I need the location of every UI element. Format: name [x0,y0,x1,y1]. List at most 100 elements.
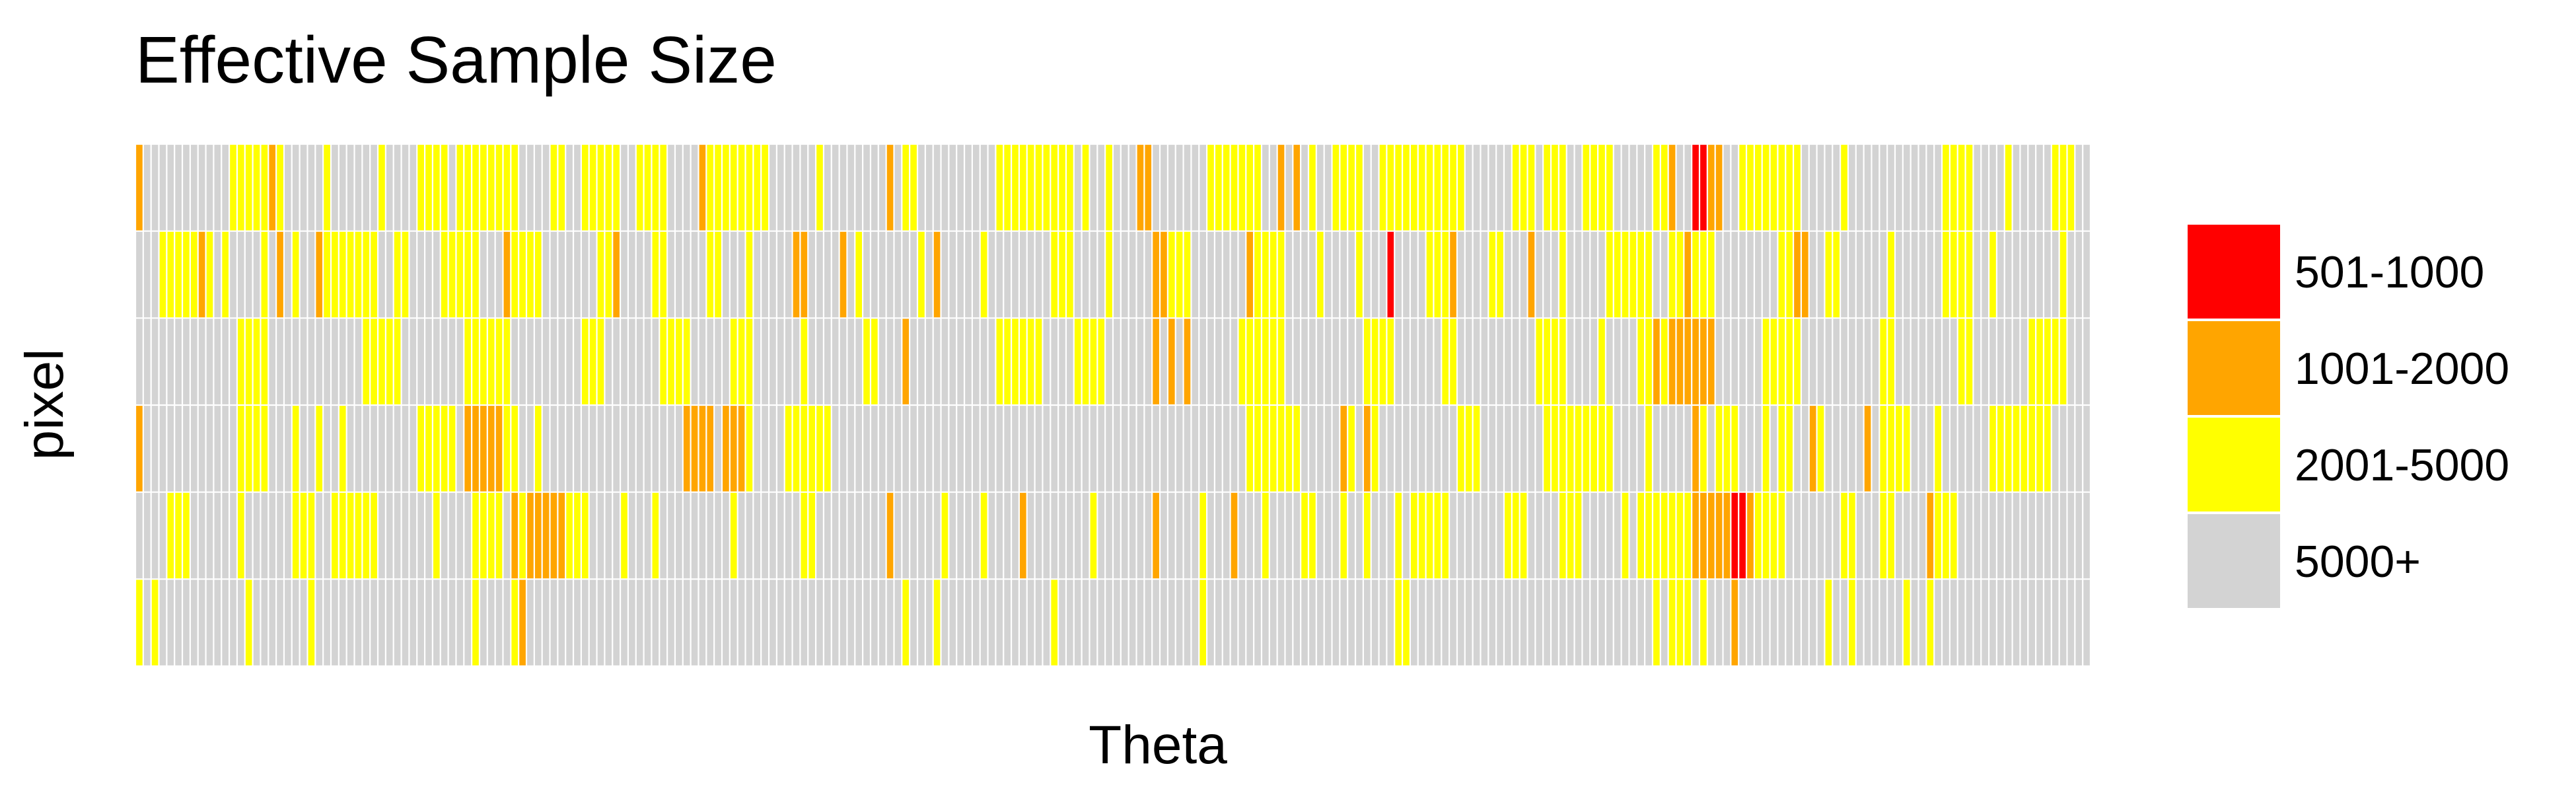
tile-run-pixel6-28 [1707,579,1731,666]
tile-run-pixel3-13 [800,318,808,405]
tile-run-pixel1-20 [698,144,707,231]
tile-run-pixel6-31 [1824,579,1833,666]
tile-run-pixel2-61 [1449,231,1458,319]
tile-run-pixel4-42 [1738,405,1763,492]
tile-run-pixel4-18 [714,405,723,492]
tile-run-pixel4-28 [1355,405,1364,492]
tile-run-pixel1-40 [1285,144,1293,231]
tile-run-pixel5-22 [729,492,738,580]
tile-run-pixel4-12 [464,405,503,492]
legend: 501-1000 1001-2000 2001-5000 5000+ [2188,225,2509,608]
tile-run-pixel5-15 [526,492,566,580]
tile-run-pixel5-41 [1238,492,1262,580]
tile-run-pixel1-51 [1543,144,1567,231]
tile-run-pixel2-57 [1363,231,1387,319]
tile-run-pixel3-18 [910,318,996,405]
tile-run-pixel6-10 [511,579,519,666]
tile-run-pixel2-37 [863,231,918,319]
tile-run-pixel4-40 [1707,405,1716,492]
tile-run-pixel5-39 [1207,492,1231,580]
tile-run-pixel2-58 [1386,231,1395,319]
tile-run-pixel3-8 [604,318,660,405]
tile-run-pixel5-56 [1558,492,1583,580]
tile-run-pixel5-1 [166,492,191,580]
tile-run-pixel2-9 [276,231,285,319]
tile-run-pixel2-87 [2067,231,2091,319]
tile-run-pixel6-37 [1926,579,1935,666]
tile-run-pixel2-2 [197,231,206,319]
tile-run-pixel5-50 [1394,492,1403,580]
tile-run-pixel2-36 [855,231,863,319]
tile-run-pixel2-49 [1167,231,1192,319]
tile-run-pixel1-33 [1105,144,1114,231]
tile-run-pixel2-46 [1105,231,1114,319]
tile-run-pixel2-20 [503,231,511,319]
tile-run-pixel1-3 [268,144,277,231]
tile-run-pixel5-36 [1152,492,1161,580]
tile-run-pixel5-9 [432,492,441,580]
tile-run-pixel3-17 [902,318,910,405]
tile-run-pixel5-16 [565,492,590,580]
x-axis-label: Theta [1089,715,1227,775]
tile-run-pixel2-22 [542,231,597,319]
tile-run-pixel4-3 [268,405,293,492]
tile-borders [134,143,2092,667]
tile-run-pixel3-11 [729,318,754,405]
tile-run-pixel2-67 [1558,231,1567,319]
tile-run-pixel6-0 [135,579,144,666]
tile-run-pixel1-69 [2051,144,2075,231]
tile-run-pixel5-40 [1230,492,1238,580]
tile-run-pixel2-5 [221,231,230,319]
tile-run-pixel5-20 [651,492,660,580]
tile-run-pixel1-43 [1308,144,1317,231]
tile-run-pixel4-9 [346,405,417,492]
tile-run-pixel2-68 [1566,231,1606,319]
tile-run-pixel2-11 [291,231,301,319]
legend-label-2: 2001-5000 [2295,440,2509,490]
tile-run-pixel2-19 [479,231,503,319]
tile-run-pixel6-19 [1199,579,1207,666]
tile-run-pixel3-49 [1973,318,2028,405]
tile-run-pixel4-10 [417,405,456,492]
tile-run-pixel1-62 [1801,144,1841,231]
tile-run-pixel5-30 [980,492,988,580]
tile-run-pixel4-51 [1871,405,1880,492]
tile-run-pixel1-11 [448,144,456,231]
tile-run-pixel6-30 [1738,579,1825,666]
tile-run-pixel6-33 [1847,579,1857,666]
tile-run-pixel1-37 [1207,144,1262,231]
tile-run-pixel5-48 [1363,492,1372,580]
tile-run-pixel6-23 [1652,579,1661,666]
tile-run-pixel6-29 [1731,579,1739,666]
tile-run-pixel4-0 [135,405,144,492]
tile-run-pixel3-51 [2067,318,2091,405]
tile-run-pixel5-57 [1582,492,1622,580]
tile-run-pixel2-80 [1887,231,1896,319]
tile-run-pixel3-24 [1160,318,1168,405]
tile-run-pixel2-72 [1684,231,1692,319]
tile-run-pixel2-40 [933,231,941,319]
tile-run-pixel4-19 [722,405,746,492]
tile-run-pixel3-27 [1183,318,1192,405]
tile-run-pixel4-23 [831,405,1246,492]
tile-run-pixel2-66 [1535,231,1559,319]
tile-run-pixel1-49 [1511,144,1536,231]
tile-run-pixel5-53 [1449,492,1505,580]
tile-run-pixel5-12 [503,492,511,580]
tile-run-pixel6-13 [902,579,910,666]
tile-run-pixel5-35 [1097,492,1153,580]
tile-run-pixel2-1 [159,231,199,319]
tile-run-pixel6-4 [244,579,253,666]
tile-run-pixel4-36 [1645,405,1653,492]
tile-run-pixel4-26 [1340,405,1348,492]
tile-run-pixel5-34 [1089,492,1098,580]
tile-run-pixel5-72 [1957,492,2091,580]
tile-run-pixel1-6 [323,144,332,231]
tile-run-pixel2-51 [1246,231,1254,319]
tile-run-pixel2-7 [260,231,269,319]
tile-run-pixel2-44 [1050,231,1075,319]
tile-run-pixel4-49 [1824,405,1865,492]
tile-run-pixel5-51 [1402,492,1411,580]
tile-run-pixel4-53 [1910,405,1935,492]
